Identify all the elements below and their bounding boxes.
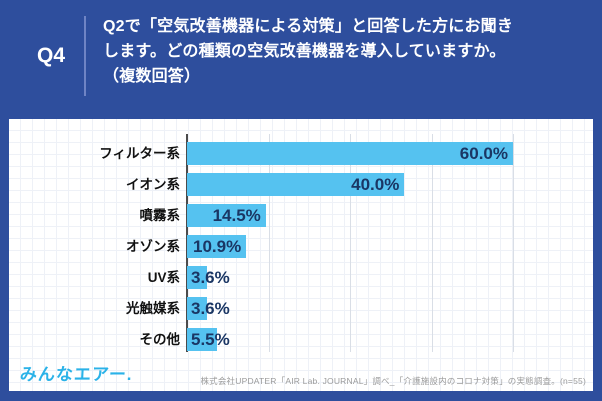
bar-row: UV系 3.6%: [9, 266, 593, 289]
value-label: 3.6%: [191, 268, 230, 287]
minna-air-logo: みんなエアー.: [19, 365, 134, 384]
bar-row: 光触媒系 3.6%: [9, 297, 593, 320]
value-label: 5.5%: [191, 330, 230, 349]
bar: 40.0%: [187, 173, 405, 196]
bar: 60.0%: [187, 142, 513, 165]
value-label: 40.0%: [351, 175, 400, 194]
bar-row: フィルター系 60.0%: [9, 142, 593, 165]
gridline-45: [431, 134, 433, 352]
bar-row: オゾン系 10.9%: [9, 235, 593, 258]
bar-row: 噴霧系 14.5%: [9, 204, 593, 227]
category-label: オゾン系: [126, 239, 180, 254]
category-label: その他: [139, 332, 181, 347]
source-note: 株式会社UPDATER「AIR Lab. JOURNAL」調べ_「介護施設内のコ…: [200, 376, 586, 386]
bar: 3.6%: [187, 266, 230, 289]
bar: 10.9%: [187, 235, 247, 258]
bar: 5.5%: [187, 328, 230, 351]
value-label: 14.5%: [212, 206, 261, 225]
bar-row: その他 5.5%: [9, 328, 593, 351]
gridline-60: [513, 134, 514, 352]
chart-question-title: Q2で「空気改善機器による対策」と回答した方にお聞き します。どの種類の空気改善…: [103, 18, 514, 85]
value-label: 3.6%: [191, 299, 230, 318]
category-label: 噴霧系: [139, 208, 181, 223]
gridline-30: [350, 134, 351, 352]
category-label: UV系: [147, 270, 180, 285]
gridline-15: [268, 134, 270, 352]
value-label: 10.9%: [193, 237, 242, 256]
category-label: フィルター系: [99, 146, 180, 161]
header-divider: [84, 16, 86, 96]
value-label: 60.0%: [459, 144, 508, 163]
chart-panel: フィルター系 60.0% イオン系 40.0% 噴霧系 14.5% オゾン系 10.9% UV系…: [9, 119, 593, 391]
bar-row: イオン系 40.0%: [9, 173, 593, 196]
bar: 14.5%: [187, 204, 266, 227]
bar: 3.6%: [187, 297, 230, 320]
category-label: イオン系: [126, 177, 180, 192]
question-number: Q4: [36, 44, 65, 67]
category-label: 光触媒系: [126, 301, 180, 316]
